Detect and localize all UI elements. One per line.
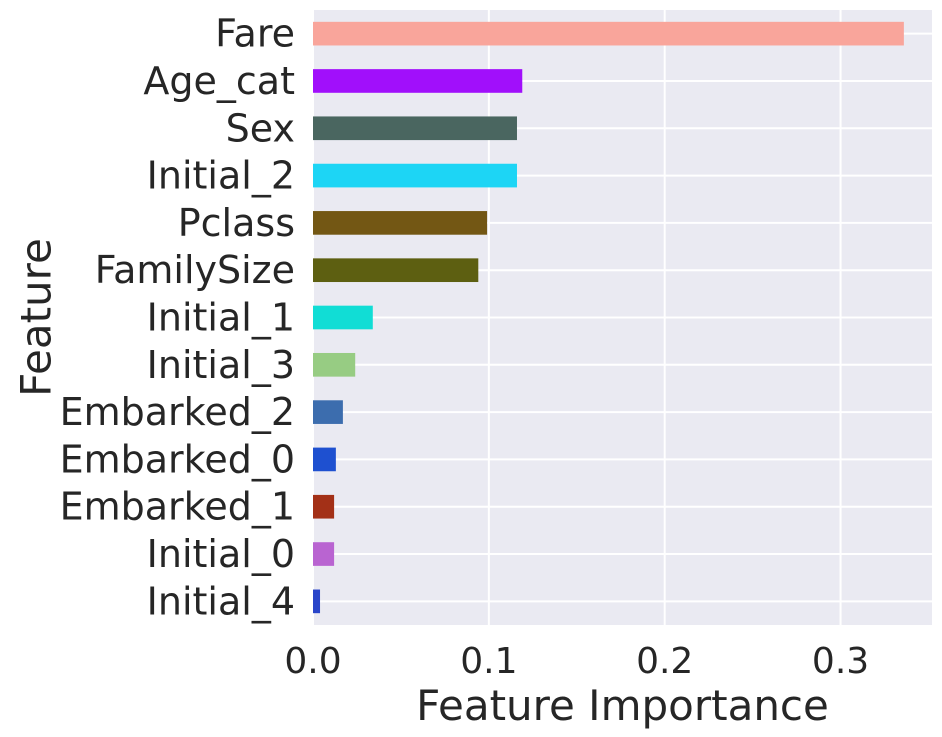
bar-initial-3: [313, 352, 356, 377]
category-label: Pclass: [178, 201, 295, 245]
x-tick-label: 0.2: [636, 641, 693, 682]
x-tick-labels: 0.0 0.1 0.2 0.3: [284, 641, 869, 682]
bar-initial-2: [313, 163, 517, 188]
bar-embarked-0: [313, 447, 336, 472]
category-label: Initial_3: [147, 343, 295, 387]
x-tick-label: 0.3: [812, 641, 869, 682]
y-axis-title: Feature: [12, 238, 61, 397]
bar-pclass: [313, 211, 488, 235]
bar-embarked-1: [313, 494, 335, 519]
x-axis-title: Feature Importance: [416, 681, 829, 730]
category-label: Embarked_1: [60, 485, 295, 529]
category-label: Fare: [215, 12, 295, 56]
category-label: Age_cat: [143, 59, 295, 103]
category-label: Sex: [226, 106, 295, 150]
bar-fare: [313, 21, 904, 46]
bar-age-cat: [313, 69, 523, 93]
bar-initial-0: [313, 542, 335, 566]
category-label: Initial_0: [147, 532, 295, 576]
category-labels: FareAge_catSexInitial_2PclassFamilySizeI…: [60, 12, 295, 624]
x-tick-label: 0.1: [460, 641, 517, 682]
category-label: Initial_1: [147, 296, 295, 340]
bar-sex: [313, 116, 517, 141]
category-label: Initial_2: [147, 154, 295, 198]
bar-familysize: [313, 258, 479, 283]
x-tick-label: 0.0: [284, 641, 341, 682]
bars: [313, 21, 904, 614]
category-label: FamilySize: [95, 248, 295, 292]
bar-initial-1: [313, 305, 373, 330]
category-label: Initial_4: [147, 579, 295, 623]
category-label: Embarked_0: [60, 437, 295, 481]
bar-embarked-2: [313, 400, 343, 424]
bar-initial-4: [313, 589, 321, 614]
category-label: Embarked_2: [60, 390, 295, 434]
